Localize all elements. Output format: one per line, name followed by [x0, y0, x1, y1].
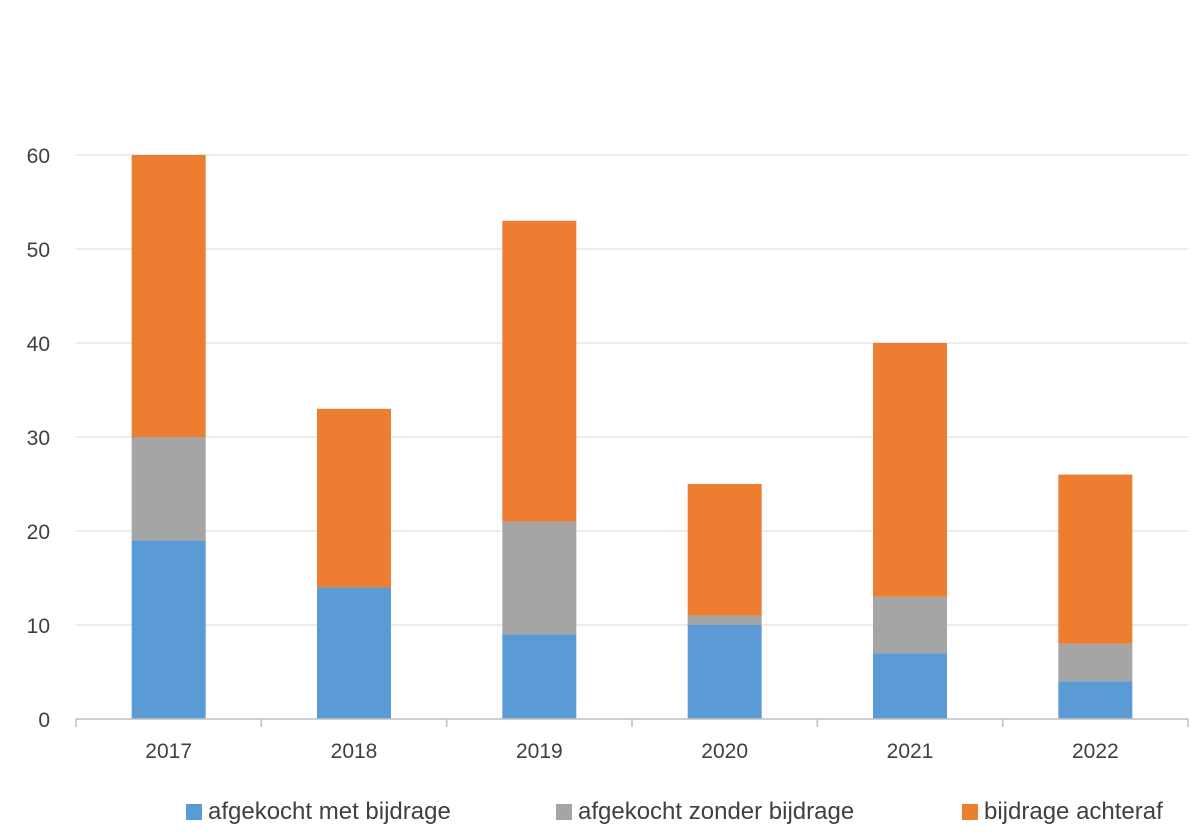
gridlines: [76, 154, 1188, 626]
bar-2022-series-1: [1058, 643, 1133, 682]
legend-label-series-1: afgekocht zonder bijdrage: [578, 798, 855, 825]
legend-swatch-series-2: [962, 804, 978, 820]
legend-swatch-series-1: [556, 804, 572, 820]
y-tick-label: 30: [27, 427, 50, 450]
legend-item-series-0: afgekocht met bijdrage: [186, 798, 451, 826]
legend-label-series-2: bijdrage achteraf: [984, 798, 1163, 825]
bar-2021-series-0: [873, 653, 947, 719]
legend-item-series-1: afgekocht zonder bijdrage: [556, 798, 854, 826]
bar-2019-series-1: [502, 521, 577, 635]
legend-item-series-2: bijdrage achteraf: [962, 798, 1163, 826]
bar-2020-series-0: [687, 625, 762, 719]
y-tick-label: 0: [38, 709, 50, 732]
legend-label-series-0: afgekocht met bijdrage: [208, 798, 451, 825]
axes: 0 10 20 30 40 50 60 2017 2018 2019 2020 2021 2022: [27, 145, 1189, 763]
bar-2018-series-0: [317, 587, 391, 719]
bar-2022-series-2: [1058, 474, 1133, 644]
bar-2017-series-1: [131, 437, 206, 541]
y-tick-label: 50: [27, 239, 50, 262]
bars: [131, 155, 1133, 719]
y-tick-label: 10: [27, 615, 50, 638]
bar-2021-series-2: [873, 343, 947, 597]
bar-2017-series-2: [131, 155, 206, 437]
legend: afgekocht met bijdrage afgekocht zonder …: [0, 798, 1193, 828]
bar-2020-series-1: [687, 615, 762, 625]
y-tick-label: 20: [27, 521, 50, 544]
bar-2019-series-2: [502, 220, 577, 522]
y-tick-label: 60: [27, 145, 50, 168]
bar-2017-series-0: [131, 540, 206, 719]
x-tick-label: 2020: [701, 740, 748, 763]
legend-swatch-series-0: [186, 804, 202, 820]
x-tick-label: 2017: [145, 740, 192, 763]
x-tick-label: 2019: [516, 740, 563, 763]
bar-2022-series-0: [1058, 681, 1133, 719]
x-tick-label: 2018: [331, 740, 378, 763]
x-tick-label: 2022: [1072, 740, 1119, 763]
bar-2018-series-2: [317, 408, 391, 588]
bar-2019-series-0: [502, 634, 577, 719]
y-tick-label: 40: [27, 333, 50, 356]
x-tick-label: 2021: [887, 740, 934, 763]
bar-2021-series-1: [873, 596, 947, 654]
bar-2020-series-2: [687, 484, 762, 616]
